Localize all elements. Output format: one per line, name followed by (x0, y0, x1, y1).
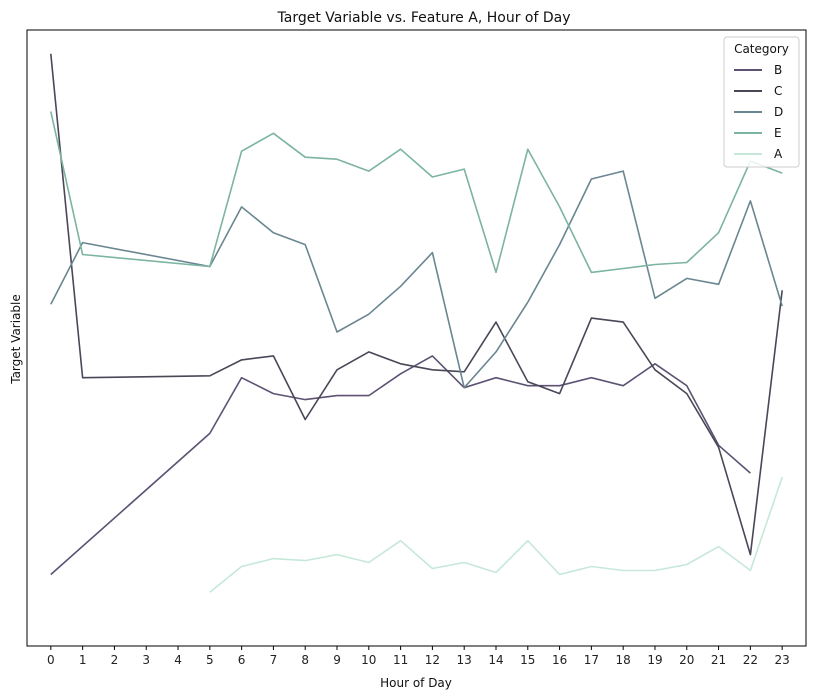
x-tick-label: 2 (111, 653, 119, 667)
legend-title: Category (734, 42, 789, 56)
x-tick-label: 7 (270, 653, 278, 667)
x-tick-label: 20 (679, 653, 694, 667)
series-line-A (209, 476, 783, 593)
x-tick-label: 0 (47, 653, 55, 667)
x-tick-label: 9 (333, 653, 341, 667)
x-tick-label: 18 (616, 653, 631, 667)
x-axis: 0 1 2 3 4 5 6 7 8 9 10 11 12 13 14 15 16 17 18 19 20 21 22 23 (47, 646, 790, 667)
series-line-D (50, 170, 783, 389)
chart-title: Target Variable vs. Feature A, Hour of D… (277, 10, 571, 26)
x-tick-label: 10 (361, 653, 376, 667)
x-tick-label: 8 (301, 653, 309, 667)
axes-frame (26, 29, 807, 647)
legend-box (723, 36, 800, 168)
plot-area (50, 53, 783, 593)
legend-label-D: D (774, 105, 783, 119)
x-axis-label: Hour of Day (380, 676, 452, 690)
y-axis-label: Target Variable (9, 294, 23, 385)
x-tick-label: 16 (552, 653, 567, 667)
x-tick-label: 6 (238, 653, 246, 667)
x-tick-label: 3 (142, 653, 150, 667)
x-tick-label: 21 (711, 653, 726, 667)
series-line-E (50, 111, 783, 274)
x-tick-label: 12 (425, 653, 440, 667)
legend-label-B: B (774, 63, 782, 77)
x-tick-label: 23 (775, 653, 790, 667)
x-tick-label: 15 (520, 653, 535, 667)
x-tick-label: 22 (743, 653, 758, 667)
x-tick-label: 11 (393, 653, 408, 667)
x-tick-label: 1 (79, 653, 87, 667)
x-tick-label: 13 (457, 653, 472, 667)
series-line-C (50, 53, 783, 556)
legend-label-E: E (774, 126, 782, 140)
x-tick-label: 4 (174, 653, 182, 667)
x-tick-label: 17 (584, 653, 599, 667)
legend-label-C: C (774, 84, 782, 98)
x-tick-label: 19 (647, 653, 662, 667)
x-tick-label: 14 (488, 653, 503, 667)
x-tick-label: 5 (206, 653, 214, 667)
legend-label-A: A (774, 147, 783, 161)
